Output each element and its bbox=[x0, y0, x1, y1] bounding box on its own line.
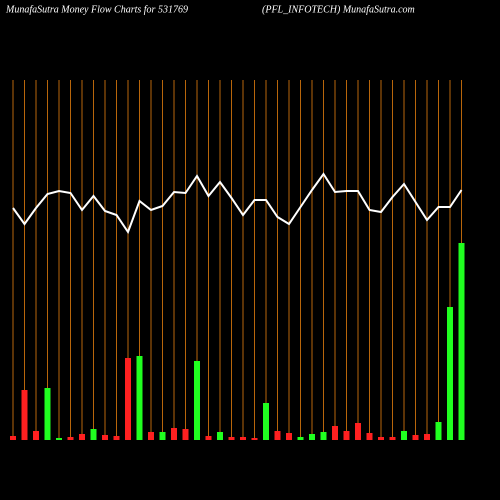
bar bbox=[217, 432, 223, 440]
bar bbox=[10, 436, 16, 440]
bar bbox=[366, 433, 373, 440]
chart-subtitle: (PFL_INFOTECH) MunafaSutra.com bbox=[262, 4, 415, 15]
bar bbox=[274, 431, 281, 440]
bar bbox=[148, 432, 154, 440]
bar bbox=[309, 434, 315, 440]
bar bbox=[44, 388, 51, 440]
bar bbox=[21, 390, 28, 440]
bar bbox=[79, 434, 85, 440]
bar bbox=[182, 429, 189, 440]
bar bbox=[56, 438, 62, 440]
bar bbox=[424, 434, 430, 440]
bar bbox=[33, 431, 39, 440]
bar bbox=[297, 437, 304, 440]
bar bbox=[102, 435, 108, 440]
bar bbox=[320, 432, 327, 440]
bar bbox=[263, 403, 269, 440]
bar bbox=[332, 426, 338, 440]
bar bbox=[136, 356, 143, 440]
bar bbox=[194, 361, 200, 440]
bar bbox=[228, 437, 235, 440]
bar bbox=[125, 358, 131, 440]
bar bbox=[205, 436, 212, 440]
bar bbox=[286, 433, 292, 440]
bar bbox=[458, 243, 465, 440]
bar bbox=[251, 438, 258, 440]
bar bbox=[67, 437, 74, 440]
bar bbox=[378, 437, 384, 440]
bar bbox=[401, 431, 407, 440]
bar bbox=[113, 436, 120, 440]
bar bbox=[159, 432, 166, 440]
bar bbox=[412, 435, 419, 440]
line bbox=[12, 172, 463, 235]
chart-title: MunafaSutra Money Flow Charts for 531769 bbox=[5, 4, 188, 15]
bar bbox=[90, 429, 97, 440]
bar bbox=[389, 437, 396, 440]
bar bbox=[447, 307, 453, 440]
bar bbox=[240, 437, 246, 440]
bar bbox=[343, 431, 350, 440]
bar bbox=[435, 422, 442, 440]
bar bbox=[171, 428, 177, 440]
bar bbox=[355, 423, 361, 440]
